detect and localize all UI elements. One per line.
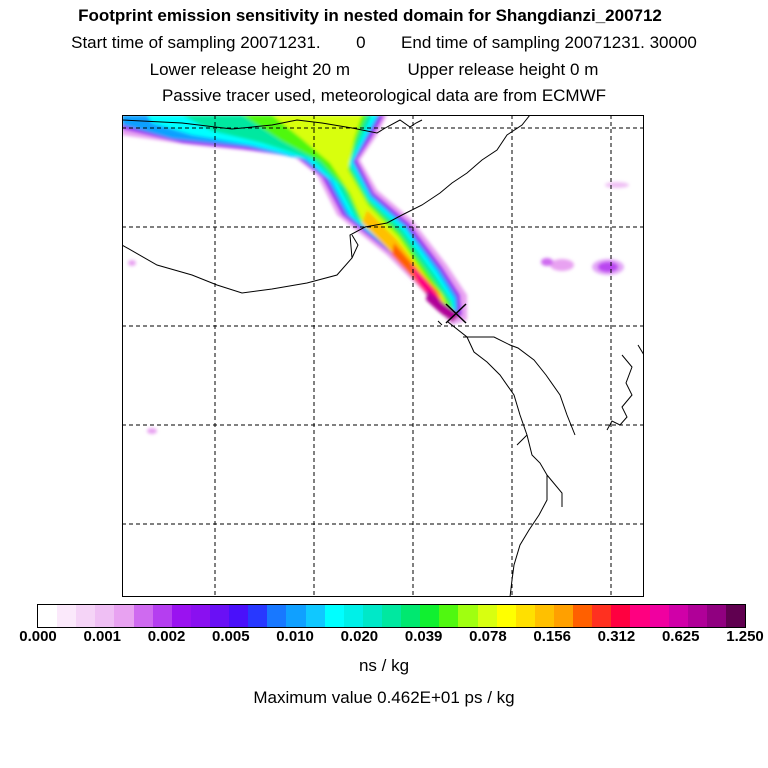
colorbar-tick-label: 1.250 <box>726 628 764 645</box>
colorbar-tick-label: 0.001 <box>83 628 122 645</box>
colorbar-tick-label: 0.020 <box>340 628 379 645</box>
colorbar-segment <box>362 605 382 627</box>
colorbar-segment <box>95 605 115 627</box>
colorbar-segment <box>152 605 172 627</box>
colorbar-segment <box>209 605 230 627</box>
colorbar-segment <box>305 605 325 627</box>
colorbar-segment <box>248 605 268 627</box>
colorbar-segment <box>324 605 344 627</box>
colorbar <box>37 604 746 628</box>
colorbar-segment <box>38 605 58 627</box>
colorbar-segment <box>611 605 631 627</box>
colorbar-tick-label: 0.039 <box>404 628 443 645</box>
colorbar-segment <box>668 605 688 627</box>
colorbar-segment <box>401 605 421 627</box>
colorbar-segment <box>133 605 153 627</box>
coastline-borders <box>122 115 644 597</box>
colorbar-segment <box>573 605 593 627</box>
colorbar-segment <box>592 605 612 627</box>
upper-height-label: Upper release height <box>407 60 566 79</box>
colorbar-segment <box>57 605 77 627</box>
colorbar-tick-label: 0.312 <box>597 628 636 645</box>
start-time-value: 20071231. <box>240 33 321 52</box>
colorbar-segment <box>229 605 249 627</box>
colorbar-segment <box>171 605 191 627</box>
sampling-time-line: Start time of sampling 20071231. 0 End t… <box>0 33 768 53</box>
footprint-plume <box>122 115 629 434</box>
footprint-map[interactable] <box>122 115 644 597</box>
colorbar-segment <box>515 605 535 627</box>
colorbar-segment <box>534 605 554 627</box>
colorbar-segment <box>706 605 726 627</box>
colorbar-unit: ns / kg <box>358 656 410 675</box>
start-time-hour: 0 <box>356 33 366 52</box>
x-icon <box>445 303 467 324</box>
colorbar-segment <box>458 605 478 627</box>
colorbar-tick-label: 0.078 <box>469 628 507 645</box>
tracer-note: Passive tracer used, meteorological data… <box>161 86 607 105</box>
colorbar-segment <box>496 605 516 627</box>
colorbar-segment <box>190 605 210 627</box>
colorbar-tick-label: 0.005 <box>212 628 250 645</box>
colorbar-segment <box>267 605 287 627</box>
colorbar-segment <box>553 605 574 627</box>
maximum-value: Maximum value 0.462E+01 ps / kg <box>253 688 515 707</box>
colorbar-segment <box>477 605 497 627</box>
colorbar-segment <box>420 605 440 627</box>
colorbar-segment <box>343 605 363 627</box>
colorbar-segment <box>381 605 402 627</box>
colorbar-segment <box>439 605 459 627</box>
start-time-label: Start time of sampling <box>71 33 236 52</box>
colorbar-tick-label: 0.002 <box>147 628 186 645</box>
end-time-value: 20071231. 30000 <box>564 33 697 52</box>
release-height-line: Lower release height 20 m Upper release … <box>0 60 758 80</box>
lower-height-value: 20 m <box>312 60 350 79</box>
colorbar-segment <box>725 605 746 627</box>
colorbar-tick-label: 0.156 <box>533 628 571 645</box>
end-time-label: End time of sampling <box>401 33 560 52</box>
upper-height-value: 0 m <box>570 60 599 79</box>
colorbar-segment <box>114 605 134 627</box>
colorbar-tick-label: 0.010 <box>276 628 314 645</box>
colorbar-segment <box>649 605 669 627</box>
colorbar-segment <box>286 605 306 627</box>
colorbar-segment <box>630 605 650 627</box>
colorbar-tick-label: 0.625 <box>661 628 700 645</box>
map-title: Footprint emission sensitivity in nested… <box>78 6 662 25</box>
colorbar-segment <box>687 605 707 627</box>
colorbar-segment <box>76 605 96 627</box>
colorbar-tick-label: 0.000 <box>19 628 57 645</box>
lat-lon-grid <box>122 115 644 597</box>
lower-height-label: Lower release height <box>149 60 308 79</box>
